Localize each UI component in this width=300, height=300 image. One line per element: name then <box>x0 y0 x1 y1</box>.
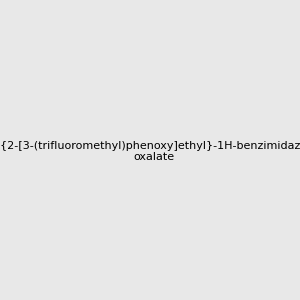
Text: 1-{2-[3-(trifluoromethyl)phenoxy]ethyl}-1H-benzimidazole oxalate: 1-{2-[3-(trifluoromethyl)phenoxy]ethyl}-… <box>0 141 300 162</box>
